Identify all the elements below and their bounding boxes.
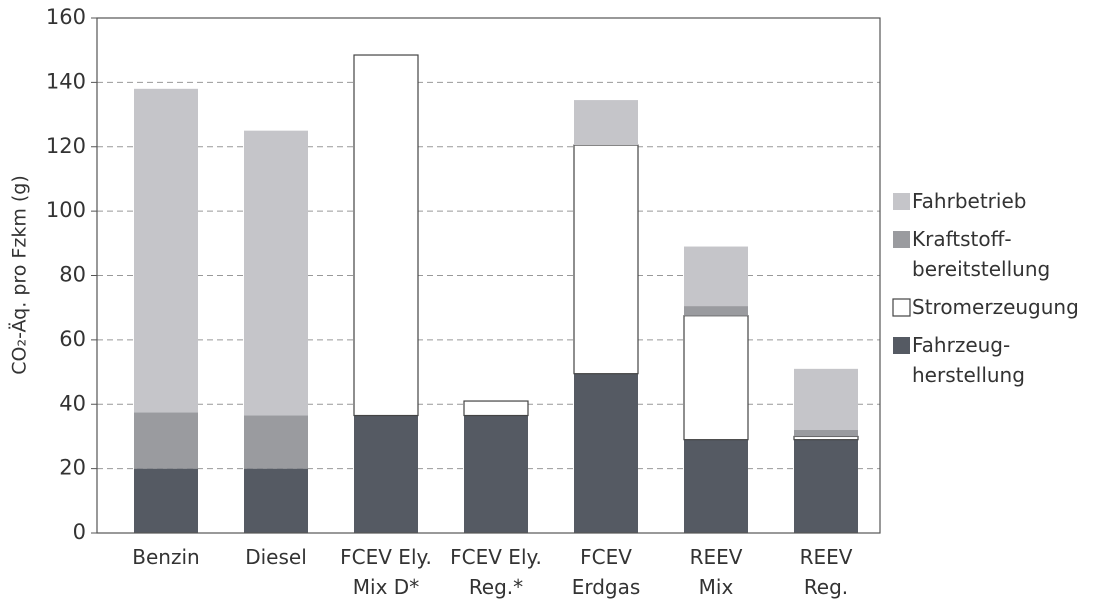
bar-segment — [794, 430, 858, 437]
x-tick-label: FCEV Ely. Reg.* — [450, 545, 542, 599]
y-tick-label: 160 — [46, 5, 86, 29]
legend-swatch — [892, 298, 911, 317]
bar-segment — [684, 439, 748, 533]
legend-label: Stromerzeugung — [912, 295, 1079, 319]
bar-segment — [134, 468, 198, 533]
x-tick-label-line: Mix — [699, 575, 734, 599]
legend-label: Fahrbetrieb — [912, 189, 1026, 213]
bar-segment — [244, 130, 308, 416]
x-tick-label-line: Mix D* — [353, 575, 419, 599]
x-tick-label-line: REEV — [800, 545, 853, 569]
bar-segment — [684, 246, 748, 307]
y-tick-label: 0 — [73, 520, 86, 544]
bar-segment — [134, 412, 198, 469]
y-tick-label: 60 — [59, 327, 86, 351]
bar-segment — [684, 306, 748, 316]
x-tick-label: Benzin — [132, 545, 199, 569]
x-tick-label: FCEV Ely. Mix D* — [340, 545, 432, 599]
legend-swatch — [893, 231, 910, 248]
x-tick-label: REEV Reg. — [800, 545, 853, 599]
x-tick-label: Diesel — [245, 545, 307, 569]
legend-label-line: Fahrzeug- — [912, 333, 1010, 357]
y-tick-label: 20 — [59, 456, 86, 480]
y-tick-label: 120 — [46, 134, 86, 158]
bar-segment — [354, 415, 418, 533]
bar-segment — [793, 435, 859, 441]
bar-segment — [134, 88, 198, 413]
x-tick-label-line: Diesel — [245, 545, 307, 569]
y-tick-label: 140 — [46, 69, 86, 93]
plot-frame — [96, 17, 881, 534]
bar-segment — [244, 415, 308, 469]
bar-segment — [574, 373, 638, 533]
y-tick-label: 40 — [59, 391, 86, 415]
y-axis-label: CO₂-Äq. pro Fzkm (g) — [8, 175, 31, 375]
y-tick-label: 100 — [46, 198, 86, 222]
x-tick-label-line: Benzin — [132, 545, 199, 569]
bar-segment — [464, 415, 528, 533]
x-tick-label-line: FCEV — [580, 545, 632, 569]
x-tick-label-line: FCEV Ely. — [450, 545, 542, 569]
x-tick-label-line: Reg.* — [469, 575, 523, 599]
legend-swatch — [893, 337, 910, 354]
bar-segment — [353, 54, 419, 417]
legend-label-line: Kraftstoff- — [912, 227, 1012, 251]
legend-label-line: Fahrbetrieb — [912, 189, 1026, 213]
legend-label: Fahrzeug-herstellung — [912, 333, 1025, 387]
bar-segment — [573, 144, 639, 375]
bar-segment — [244, 468, 308, 533]
legend-label-line: herstellung — [912, 363, 1025, 387]
x-tick-label: FCEV Erdgas — [572, 545, 641, 599]
y-tick-label: 80 — [59, 263, 86, 287]
legend-label-line: Stromerzeugung — [912, 295, 1079, 319]
x-tick-label-line: REEV — [690, 545, 743, 569]
x-tick-label-line: Erdgas — [572, 575, 641, 599]
x-tick-label: REEV Mix — [690, 545, 743, 599]
x-tick-label-line: FCEV Ely. — [340, 545, 432, 569]
bar-segment — [463, 400, 529, 417]
bar-segment — [574, 100, 638, 146]
legend-label-line: bereitstellung — [912, 257, 1050, 281]
bar-segment — [683, 315, 749, 441]
bar-segment — [794, 439, 858, 533]
legend-label: Kraftstoff-bereitstellung — [912, 227, 1050, 281]
legend-swatch — [893, 193, 910, 210]
x-tick-label-line: Reg. — [804, 575, 848, 599]
bar-segment — [794, 368, 858, 430]
